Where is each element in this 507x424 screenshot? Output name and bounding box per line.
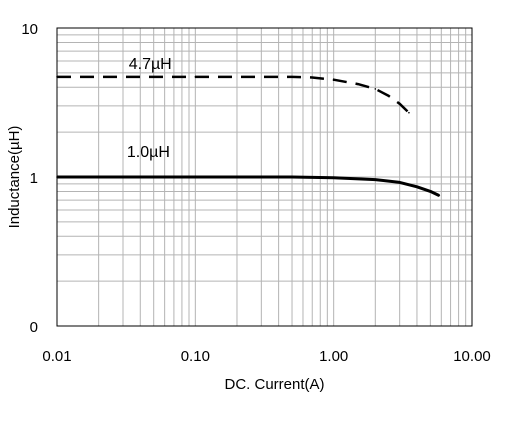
- series-lines: [56, 75, 441, 197]
- plot-frame: [56, 27, 473, 327]
- data-point: [291, 76, 293, 78]
- series-annotation: 4.7µH: [129, 56, 172, 73]
- x-tick-label: 0.10: [181, 348, 210, 365]
- y-axis-title: Inductance(µH): [6, 126, 23, 229]
- x-tick-label: 0.01: [42, 348, 71, 365]
- data-point: [332, 176, 335, 179]
- data-point: [429, 190, 432, 193]
- data-point: [311, 76, 314, 79]
- data-point: [374, 178, 377, 181]
- data-point: [398, 102, 401, 105]
- data-point: [387, 95, 390, 97]
- x-axis-title: DC. Current(A): [224, 376, 324, 393]
- y-tick-label: 0: [30, 319, 38, 336]
- data-point: [416, 185, 418, 188]
- y-tick-label: 10: [21, 21, 38, 38]
- series-line: [57, 175, 440, 197]
- series-line: [57, 75, 410, 114]
- data-point: [291, 176, 293, 178]
- x-tick-label: 10.00: [453, 348, 491, 365]
- data-point: [194, 76, 197, 78]
- data-point: [408, 111, 410, 114]
- data-point: [194, 176, 197, 178]
- data-point: [357, 83, 359, 85]
- x-tick-label: 1.00: [319, 348, 348, 365]
- data-point: [374, 88, 377, 90]
- data-point: [398, 181, 401, 184]
- data-point: [438, 194, 441, 197]
- series-annotation: 1.0µH: [127, 144, 170, 161]
- y-tick-label: 1: [30, 170, 38, 187]
- annotations: 4.7µH 1.0µH: [127, 56, 172, 161]
- data-point: [332, 78, 335, 81]
